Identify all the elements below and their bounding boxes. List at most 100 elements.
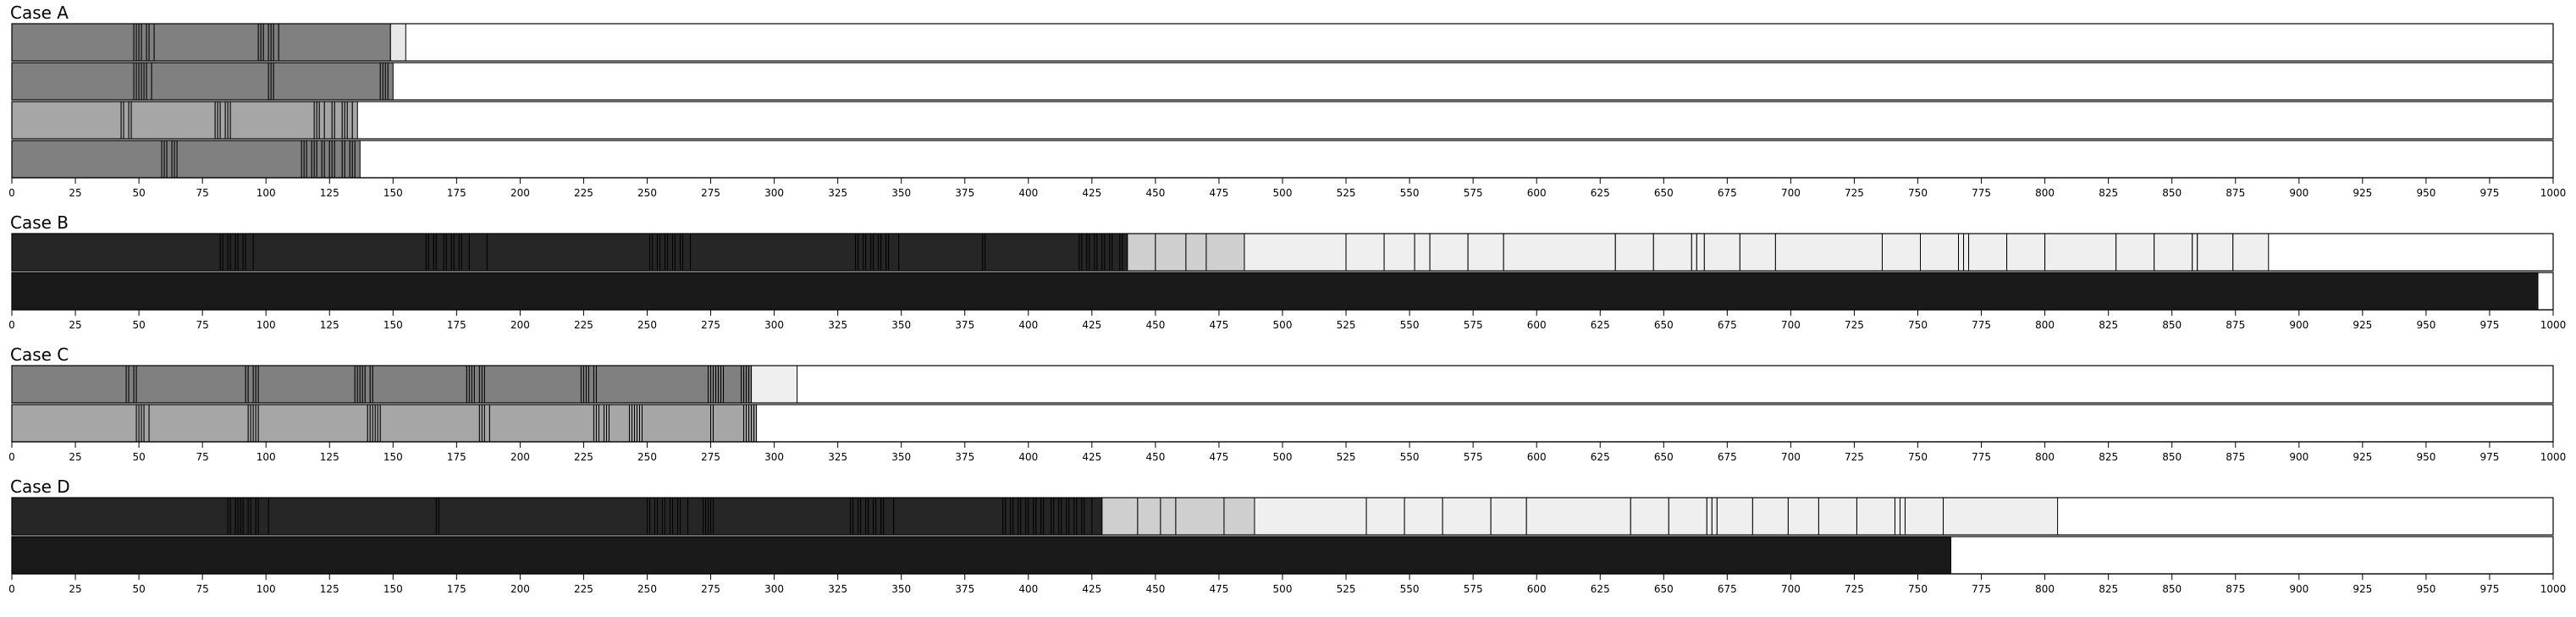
x-tick-label: 150 <box>383 187 403 199</box>
x-tick-label: 25 <box>69 583 81 595</box>
bar-segment <box>858 233 864 272</box>
x-tick-label: 300 <box>764 187 784 199</box>
x-tick-label: 775 <box>1972 583 1991 595</box>
bar-segment <box>1068 497 1075 536</box>
bar-segment-lighter <box>1706 497 1713 536</box>
bar-segment <box>690 233 857 272</box>
x-tick-label: 975 <box>2479 319 2499 331</box>
x-tick-label: 575 <box>1464 583 1483 595</box>
x-tick-label: 200 <box>510 583 530 595</box>
x-tick-label: 300 <box>764 451 784 463</box>
bar-segment-lighter <box>1963 233 1970 272</box>
x-tick-label: 125 <box>320 187 339 199</box>
bar-segment-light <box>1223 497 1255 536</box>
bar-segment-lighter <box>1383 233 1415 272</box>
panel-title: Case B <box>10 212 69 233</box>
bar-segment <box>148 23 155 62</box>
bar-segment <box>262 23 269 62</box>
bar-segment <box>141 23 147 62</box>
x-tick-label: 475 <box>1209 319 1228 331</box>
bar-segment <box>11 233 221 272</box>
row-frame <box>11 101 2554 140</box>
x-tick-label: 500 <box>1273 187 1293 199</box>
bar-segment-lighter <box>1668 497 1707 536</box>
row-background <box>12 140 2553 178</box>
x-tick-label: 225 <box>574 187 593 199</box>
bar-segment <box>11 404 137 443</box>
x-tick-label: 0 <box>8 319 15 331</box>
x-tick-label: 50 <box>132 319 145 331</box>
x-tick-label: 625 <box>1591 187 1610 199</box>
bar-segment <box>346 101 353 140</box>
x-tick-label: 700 <box>1781 583 1801 595</box>
x-tick-label: 300 <box>764 583 784 595</box>
bar-segment-tail <box>389 23 406 62</box>
bar-segment <box>247 365 254 404</box>
x-tick-label: 625 <box>1591 319 1610 331</box>
x-tick-label: 975 <box>2479 187 2499 199</box>
x-tick-label: 400 <box>1018 319 1038 331</box>
bar-segment <box>176 140 302 179</box>
bar-segment <box>334 101 343 140</box>
bar-segment-tail <box>751 365 798 404</box>
bar-segment <box>1089 233 1095 272</box>
x-tick-label: 850 <box>2162 451 2182 463</box>
bar-segment <box>1104 233 1111 272</box>
bar-segment <box>1076 497 1083 536</box>
x-tick-label: 825 <box>2099 187 2118 199</box>
bar-segment <box>219 101 226 140</box>
x-tick-label: 150 <box>383 319 403 331</box>
x-tick-label: 900 <box>2289 451 2308 463</box>
x-tick-label: 600 <box>1527 187 1547 199</box>
x-tick-label: 800 <box>2035 451 2055 463</box>
bar-segment <box>245 233 254 272</box>
bar-segment-lighter <box>1404 497 1443 536</box>
bar-segment-lighter <box>1442 497 1492 536</box>
x-tick-label: 75 <box>196 319 209 331</box>
bar-segment-lighter <box>2197 233 2234 272</box>
bar-segment <box>486 233 651 272</box>
x-tick-label: 1000 <box>2540 451 2567 463</box>
bar-segment <box>1081 233 1088 272</box>
x-tick-label: 275 <box>701 583 720 595</box>
x-tick-label: 675 <box>1718 451 1737 463</box>
row-background <box>12 63 2553 100</box>
x-tick-label: 325 <box>828 319 847 331</box>
bar-segment <box>667 233 674 272</box>
bar-segment <box>166 140 173 179</box>
x-tick-label: 150 <box>383 451 403 463</box>
x-tick-label: 200 <box>510 187 530 199</box>
x-tick-label: 925 <box>2353 451 2372 463</box>
x-tick-label: 250 <box>637 319 657 331</box>
x-tick-label: 800 <box>2035 319 2055 331</box>
x-tick-label: 375 <box>955 451 974 463</box>
bar-segment <box>880 233 887 272</box>
bar-segment-light <box>1101 497 1139 536</box>
bar-segment <box>11 536 1952 575</box>
bar-segment-lighter <box>1525 497 1631 536</box>
x-tick-label: 250 <box>637 187 657 199</box>
bar-segment-lighter <box>1503 233 1616 272</box>
bar-segment <box>11 497 229 536</box>
bar-segment-lighter <box>1943 497 2059 536</box>
bar-segment-lighter <box>1818 497 1857 536</box>
x-tick-label: 525 <box>1337 583 1356 595</box>
x-tick-label: 325 <box>828 451 847 463</box>
row-background <box>12 24 2553 61</box>
bar-segment <box>268 497 437 536</box>
x-tick-label: 625 <box>1591 451 1610 463</box>
x-tick-label: 775 <box>1972 451 1991 463</box>
x-tick-label: 75 <box>196 187 209 199</box>
x-tick-label: 450 <box>1145 583 1165 595</box>
bar-segment-lighter <box>1691 233 1697 272</box>
x-tick-label: 675 <box>1718 583 1737 595</box>
x-tick-label: 350 <box>891 319 911 331</box>
bar-segment <box>148 404 249 443</box>
x-tick-label: 25 <box>69 187 81 199</box>
x-tick-label: 500 <box>1273 319 1293 331</box>
x-tick-label: 725 <box>1845 319 1864 331</box>
x-tick-label: 175 <box>447 319 466 331</box>
bar-segment <box>883 497 895 536</box>
x-tick-label: 25 <box>69 319 81 331</box>
x-tick-label: 125 <box>320 451 339 463</box>
